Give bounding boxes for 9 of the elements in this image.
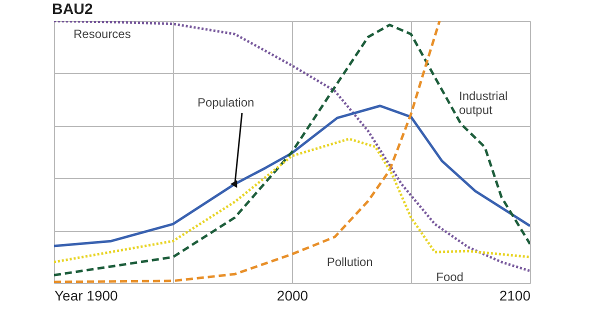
chart-title: BAU2 <box>52 1 93 18</box>
series-label: Food <box>436 270 464 284</box>
x-tick-label: Year 1900 <box>54 288 118 304</box>
text: Population <box>197 96 254 110</box>
x-tick-label: 2000 <box>276 288 308 304</box>
series-label: Resources <box>74 27 131 42</box>
series-label: Pollution <box>326 254 373 269</box>
x-tick-label: 2100 <box>499 288 531 304</box>
series-label: Industrial output <box>458 88 508 117</box>
